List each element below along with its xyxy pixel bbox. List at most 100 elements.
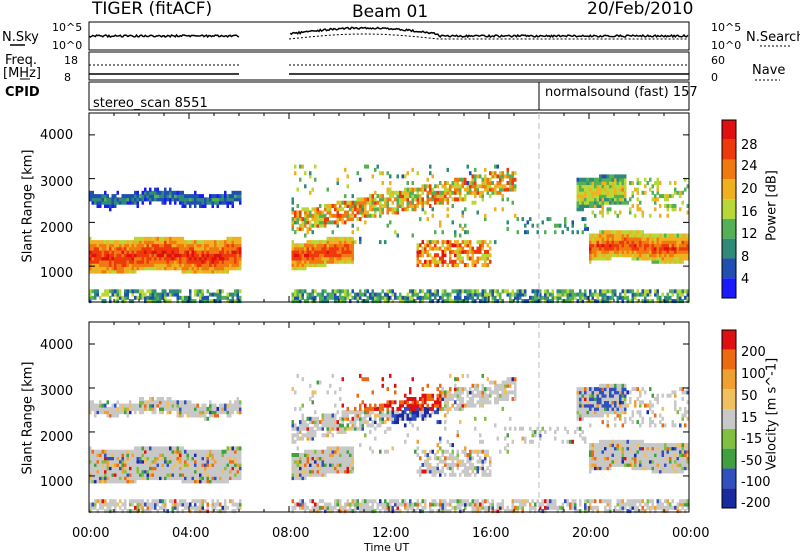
velocity-cell (319, 456, 322, 461)
power-cell (191, 243, 194, 248)
power-cell (664, 246, 667, 251)
power-cell (181, 190, 184, 195)
power-cell (96, 249, 99, 254)
velocity-cell (129, 472, 132, 477)
power-cell (464, 299, 467, 304)
power-cell (484, 253, 487, 258)
velocity-cell (444, 393, 447, 398)
power-cell (291, 240, 294, 245)
power-cell (161, 197, 164, 202)
power-cell (481, 263, 484, 267)
velocity-cell (106, 400, 109, 405)
power-cell (114, 263, 117, 267)
velocity-cell (419, 472, 422, 477)
power-cell (154, 289, 157, 294)
velocity-cell (124, 410, 127, 415)
power-cell (89, 249, 92, 254)
velocity-cell (111, 479, 114, 484)
power-cell (576, 299, 579, 304)
power-cell (544, 295, 547, 300)
velocity-cell (199, 449, 202, 454)
power-cell (236, 240, 239, 245)
velocity-cell (301, 476, 304, 481)
velocity-cell (109, 469, 112, 474)
power-cell (181, 266, 184, 271)
power-cell (166, 249, 169, 254)
power-cell (291, 259, 294, 264)
power-cell (346, 249, 349, 254)
power-cell (104, 299, 107, 304)
power-cell (594, 236, 597, 241)
velocity-cell (176, 469, 179, 474)
velocity-cell (361, 509, 364, 514)
velocity-cell (151, 469, 154, 474)
power-cell (151, 253, 154, 258)
power-cell (119, 289, 122, 294)
power-cell (606, 289, 609, 294)
power-cell (569, 299, 572, 304)
velocity-cell (399, 400, 402, 405)
power-cell (506, 167, 509, 172)
power-cell (644, 292, 647, 297)
power-cell (199, 266, 202, 271)
power-cell (671, 289, 674, 294)
velocity-cell (114, 462, 117, 467)
velocity-cell (186, 469, 189, 474)
power-cell (421, 253, 424, 258)
velocity-cell (339, 456, 342, 461)
power-cell (581, 230, 584, 235)
velocity-cell (119, 410, 122, 415)
velocity-cell (184, 410, 187, 415)
power-cell (399, 194, 402, 199)
power-cell (224, 190, 227, 195)
velocity-cell (221, 466, 224, 471)
power-cell (416, 194, 419, 199)
power-cell (109, 246, 112, 251)
velocity-cell (441, 397, 444, 401)
velocity-cell (349, 446, 352, 451)
velocity-cell (309, 456, 312, 461)
velocity-cell (221, 456, 224, 461)
velocity-cell (331, 420, 334, 425)
velocity-cell (236, 466, 239, 471)
velocity-cell (174, 476, 177, 481)
velocity-cell (356, 413, 359, 418)
power-cell (336, 240, 339, 245)
velocity-cell (396, 505, 399, 510)
power-cell (641, 190, 644, 195)
power-cell (336, 299, 339, 304)
velocity-cell (301, 499, 304, 504)
velocity-cell (211, 453, 214, 457)
velocity-cell (229, 406, 232, 411)
power-cell (364, 292, 367, 297)
power-cell (471, 181, 474, 185)
power-cell (104, 249, 107, 254)
velocity-cell (234, 403, 237, 408)
velocity-cell (156, 462, 159, 467)
velocity-cell (176, 459, 179, 464)
velocity-cell (431, 393, 434, 398)
velocity-cell (119, 469, 122, 474)
velocity-cell (334, 502, 337, 507)
velocity-cell (111, 502, 114, 507)
power-cell (371, 292, 374, 297)
velocity-cell (229, 462, 232, 467)
velocity-cell (314, 509, 317, 514)
velocity-cell (221, 509, 224, 514)
velocity-cell (159, 400, 162, 405)
velocity-cell (226, 403, 229, 408)
power-cell (209, 194, 212, 199)
power-cell (344, 256, 347, 261)
velocity-cell (159, 456, 162, 461)
power-cell (596, 253, 599, 258)
velocity-cell (299, 472, 302, 477)
power-cell (656, 233, 659, 238)
power-cell (99, 266, 102, 271)
velocity-cell (129, 479, 132, 484)
velocity-cell (436, 387, 439, 392)
power-cell (236, 256, 239, 261)
velocity-cell (99, 456, 102, 461)
power-cell (124, 256, 127, 261)
power-cell (439, 259, 442, 264)
power-cell (354, 200, 357, 205)
